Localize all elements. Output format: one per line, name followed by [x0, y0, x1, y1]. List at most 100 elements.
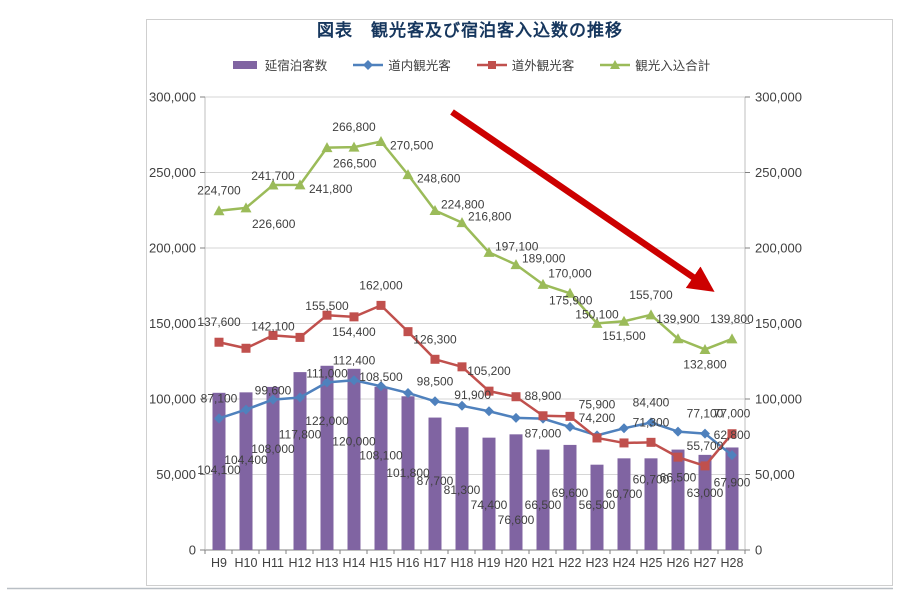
svg-text:76,600: 76,600 — [498, 513, 535, 527]
svg-text:87,000: 87,000 — [525, 427, 562, 441]
svg-text:139,800: 139,800 — [710, 312, 754, 326]
legend-item-1: 道内観光客 — [353, 55, 451, 74]
svg-text:98,500: 98,500 — [417, 374, 454, 388]
svg-text:H25: H25 — [640, 556, 663, 570]
svg-text:150,000: 150,000 — [755, 316, 802, 331]
svg-text:105,200: 105,200 — [467, 364, 511, 378]
svg-text:H23: H23 — [586, 556, 609, 570]
svg-text:66,500: 66,500 — [525, 498, 562, 512]
svg-text:175,900: 175,900 — [549, 293, 593, 307]
svg-text:H27: H27 — [694, 556, 717, 570]
svg-text:266,800: 266,800 — [332, 120, 376, 134]
svg-text:H11: H11 — [262, 556, 284, 570]
svg-text:99,600: 99,600 — [255, 384, 292, 398]
svg-text:0: 0 — [189, 543, 196, 558]
svg-text:H22: H22 — [559, 556, 582, 570]
svg-text:H15: H15 — [370, 556, 393, 570]
svg-text:241,800: 241,800 — [309, 182, 353, 196]
legend-label: 道外観光客 — [511, 59, 575, 73]
svg-text:241,700: 241,700 — [251, 169, 295, 183]
svg-text:189,000: 189,000 — [522, 252, 566, 266]
svg-text:H26: H26 — [667, 556, 690, 570]
legend-square-icon — [476, 60, 507, 69]
svg-text:120,000: 120,000 — [332, 434, 376, 448]
svg-text:108,500: 108,500 — [359, 370, 403, 384]
svg-text:H19: H19 — [478, 556, 501, 570]
svg-text:56,500: 56,500 — [579, 498, 616, 512]
svg-text:150,100: 150,100 — [575, 307, 619, 321]
svg-text:132,800: 132,800 — [683, 357, 727, 371]
svg-text:266,500: 266,500 — [333, 157, 377, 171]
svg-text:87,100: 87,100 — [201, 391, 238, 405]
line-series-outside-hokkaido — [214, 300, 737, 471]
svg-text:162,000: 162,000 — [359, 278, 403, 292]
svg-text:50,000: 50,000 — [156, 467, 196, 482]
svg-text:84,400: 84,400 — [633, 396, 670, 410]
svg-text:H10: H10 — [235, 556, 258, 570]
svg-text:66,500: 66,500 — [660, 471, 697, 485]
svg-text:104,400: 104,400 — [224, 453, 268, 467]
svg-text:108,000: 108,000 — [251, 442, 295, 456]
svg-text:151,500: 151,500 — [602, 329, 646, 343]
svg-text:0: 0 — [755, 543, 762, 558]
chart-legend: 延宿泊客数 道内観光客 道外観光客 観光入込合計 — [150, 55, 790, 74]
svg-text:142,100: 142,100 — [251, 319, 295, 333]
svg-text:H28: H28 — [721, 556, 744, 570]
svg-text:91,900: 91,900 — [454, 388, 491, 402]
svg-text:250,000: 250,000 — [149, 165, 196, 180]
svg-text:H17: H17 — [424, 556, 447, 570]
svg-text:50,000: 50,000 — [755, 467, 795, 482]
svg-text:H20: H20 — [505, 556, 528, 570]
legend-bar-icon — [232, 60, 257, 69]
svg-text:100,000: 100,000 — [755, 392, 802, 407]
y-axis-left: 0 50,000 100,000 150,000 200,000 250,000 300,0… — [149, 90, 205, 558]
legend-item-0: 延宿泊客数 — [230, 55, 327, 74]
svg-text:60,700: 60,700 — [633, 472, 670, 486]
svg-text:60,700: 60,700 — [606, 487, 643, 501]
svg-text:216,800: 216,800 — [468, 210, 512, 224]
svg-text:67,900: 67,900 — [714, 475, 751, 489]
x-axis: H9 H10 H11 H12 H13 H14 H15 H16 H17 H18 H19 H20 H21 H2… — [204, 550, 746, 570]
svg-text:170,000: 170,000 — [548, 266, 592, 280]
svg-text:63,000: 63,000 — [687, 486, 724, 500]
legend-triangle-icon — [600, 59, 631, 69]
svg-text:104,100: 104,100 — [197, 463, 241, 477]
bar-series-overnight-guests — [212, 365, 739, 550]
svg-text:74,200: 74,200 — [579, 411, 616, 425]
svg-text:300,000: 300,000 — [149, 90, 196, 105]
legend-diamond-icon — [353, 59, 384, 70]
svg-text:108,100: 108,100 — [359, 448, 403, 462]
svg-text:122,000: 122,000 — [305, 414, 349, 428]
svg-text:H24: H24 — [613, 556, 636, 570]
svg-text:62,800: 62,800 — [714, 428, 751, 442]
legend-label: 道内観光客 — [388, 59, 451, 73]
svg-text:H16: H16 — [397, 556, 420, 570]
svg-text:150,000: 150,000 — [149, 316, 196, 331]
svg-text:H14: H14 — [343, 556, 366, 570]
svg-text:55,700: 55,700 — [687, 439, 724, 453]
svg-text:200,000: 200,000 — [755, 241, 802, 256]
svg-text:154,400: 154,400 — [332, 325, 376, 339]
svg-text:H9: H9 — [211, 556, 227, 570]
line-series-total — [213, 136, 738, 354]
svg-text:224,700: 224,700 — [197, 184, 241, 198]
svg-text:77,000: 77,000 — [714, 407, 751, 421]
chart-title: 図表 観光客及び宿泊客入込数の推移 — [317, 21, 623, 40]
svg-text:87,700: 87,700 — [417, 474, 454, 488]
legend-item-2: 道外観光客 — [476, 55, 575, 74]
svg-text:224,800: 224,800 — [441, 198, 485, 212]
svg-text:197,100: 197,100 — [495, 239, 539, 253]
svg-text:H21: H21 — [532, 556, 555, 570]
trend-arrow — [450, 109, 715, 292]
svg-text:248,600: 248,600 — [417, 172, 461, 186]
svg-text:88,900: 88,900 — [525, 389, 562, 403]
svg-text:126,300: 126,300 — [413, 332, 457, 346]
svg-text:117,800: 117,800 — [279, 427, 322, 441]
svg-text:77,100: 77,100 — [687, 407, 724, 421]
svg-text:300,000: 300,000 — [755, 90, 802, 105]
legend-label: 観光入込合計 — [635, 59, 711, 73]
svg-text:100,000: 100,000 — [149, 392, 196, 407]
svg-text:71,300: 71,300 — [633, 415, 670, 429]
